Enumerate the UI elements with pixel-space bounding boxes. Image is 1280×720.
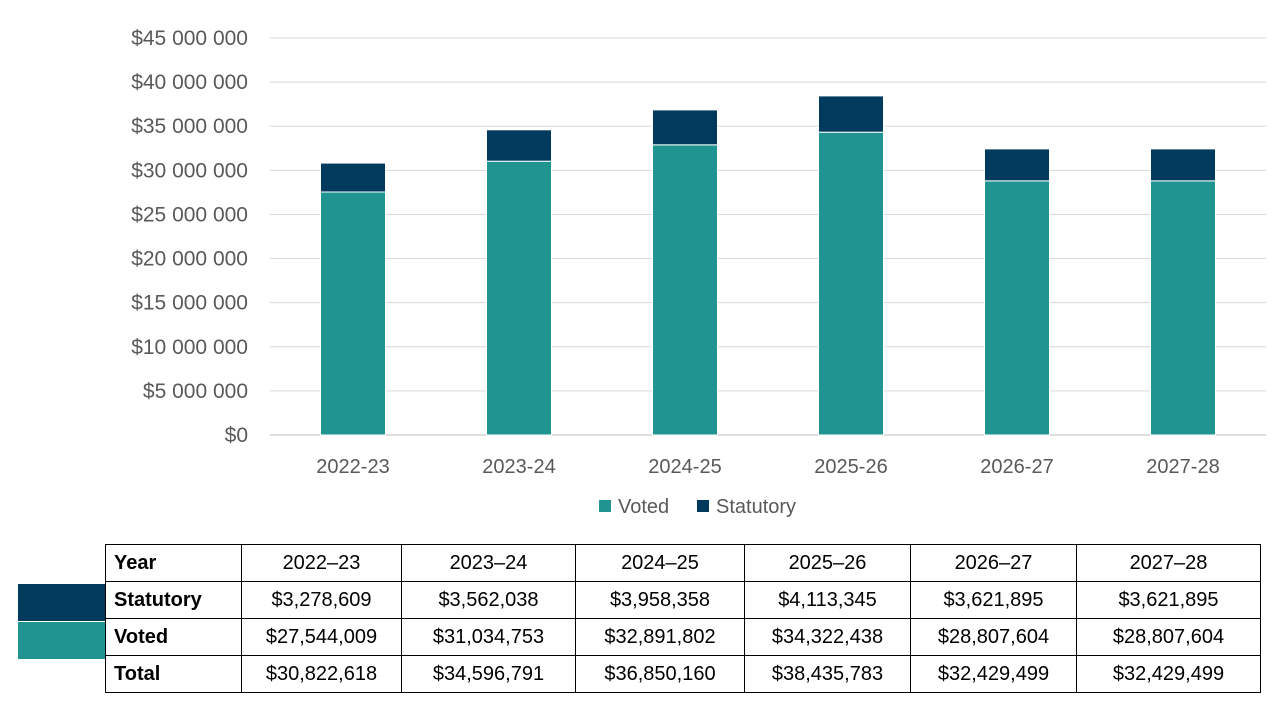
table-row-statutory: Statutory $3,278,609 $3,562,038 $3,958,3… (105, 581, 1261, 619)
table-cell: $28,807,604 (1076, 618, 1261, 656)
table-cell: $32,429,499 (1076, 655, 1261, 693)
y-tick-label: $0 (225, 424, 248, 447)
data-table: Year 2022–23 2023–24 2024–25 2025–26 202… (105, 544, 1261, 693)
table-cell: $31,034,753 (401, 618, 576, 656)
y-tick-label: $45 000 000 (131, 27, 248, 50)
table-cell: $3,958,358 (575, 581, 745, 619)
bar-statutory-2023-24 (486, 129, 552, 162)
table-cell: $36,850,160 (575, 655, 745, 693)
x-tick-label: 2022-23 (316, 456, 389, 478)
legend-swatch-statutory (697, 500, 709, 512)
table-cell: $34,322,438 (744, 618, 911, 656)
bar-statutory-2025-26 (818, 95, 884, 133)
table-cell: $3,562,038 (401, 581, 576, 619)
table-swatch-voted (18, 622, 105, 659)
legend-swatch-voted (599, 500, 611, 512)
table-column-header: 2024–25 (575, 544, 745, 582)
bars (320, 95, 1216, 436)
y-tick-label: $5 000 000 (143, 380, 248, 403)
y-tick-label: $25 000 000 (131, 203, 248, 226)
table-header-row: Year 2022–23 2023–24 2024–25 2025–26 202… (105, 544, 1261, 582)
y-tick-label: $30 000 000 (131, 159, 248, 182)
bar-statutory-2024-25 (652, 109, 718, 146)
bar-voted-2025-26 (818, 131, 884, 436)
gridlines (270, 37, 1266, 436)
y-tick-label: $10 000 000 (131, 336, 248, 359)
table-column-header: 2022–23 (241, 544, 402, 582)
legend-label-statutory: Statutory (716, 496, 796, 518)
table-row-voted: Voted $27,544,009 $31,034,753 $32,891,80… (105, 618, 1261, 656)
x-tick-label: 2027-28 (1146, 456, 1219, 478)
table-cell: $4,113,345 (744, 581, 911, 619)
bar-voted-2026-27 (984, 180, 1050, 436)
table-cell: $32,891,802 (575, 618, 745, 656)
x-tick-label: 2026-27 (980, 456, 1053, 478)
legend-label-voted: Voted (618, 496, 669, 518)
x-axis-ticks: 2022-23 2023-24 2024-25 2025-26 2026-27 2027-… (316, 456, 1219, 478)
table-row-total: Total $30,822,618 $34,596,791 $36,850,16… (105, 655, 1261, 693)
table-column-header: 2027–28 (1076, 544, 1261, 582)
y-axis-ticks: $0 $5 000 000 $10 000 000 $15 000 000 $20 00… (131, 27, 248, 447)
table-cell: $27,544,009 (241, 618, 402, 656)
table-column-header: 2026–27 (910, 544, 1077, 582)
table-cell: $28,807,604 (910, 618, 1077, 656)
table-column-header: 2025–26 (744, 544, 911, 582)
table-cell: $32,429,499 (910, 655, 1077, 693)
y-tick-label: $40 000 000 (131, 71, 248, 94)
table-row-label: Total (105, 655, 242, 693)
bar-voted-2024-25 (652, 144, 718, 436)
bar-statutory-2026-27 (984, 148, 1050, 182)
y-tick-label: $35 000 000 (131, 115, 248, 138)
table-swatch-statutory (18, 584, 105, 621)
table-header-label: Year (105, 544, 242, 582)
bar-voted-2022-23 (320, 191, 386, 436)
table-row-label: Statutory (105, 581, 242, 619)
table-cell: $38,435,783 (744, 655, 911, 693)
bar-statutory-2022-23 (320, 162, 386, 193)
table-cell: $34,596,791 (401, 655, 576, 693)
table-cell: $30,822,618 (241, 655, 402, 693)
legend: Voted Statutory (599, 496, 796, 518)
bar-voted-2023-24 (486, 160, 552, 436)
table-cell: $3,278,609 (241, 581, 402, 619)
bar-voted-2027-28 (1150, 180, 1216, 436)
y-tick-label: $15 000 000 (131, 292, 248, 315)
y-tick-label: $20 000 000 (131, 248, 248, 271)
table-column-header: 2023–24 (401, 544, 576, 582)
table-cell: $3,621,895 (910, 581, 1077, 619)
table-row-label: Voted (105, 618, 242, 656)
stacked-bar-chart: $0 $5 000 000 $10 000 000 $15 000 000 $20 00… (131, 27, 1266, 518)
x-tick-label: 2023-24 (482, 456, 555, 478)
x-tick-label: 2025-26 (814, 456, 887, 478)
table-cell: $3,621,895 (1076, 581, 1261, 619)
x-tick-label: 2024-25 (648, 456, 721, 478)
bar-statutory-2027-28 (1150, 148, 1216, 182)
